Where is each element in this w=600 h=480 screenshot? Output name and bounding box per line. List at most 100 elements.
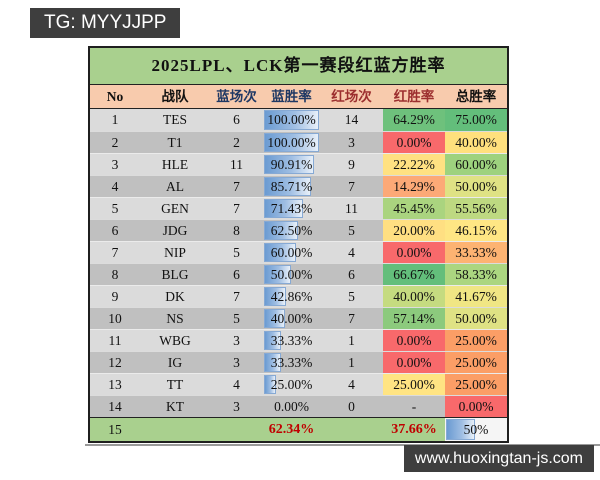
red-winrate-cell: 40.00% [383,286,445,307]
rank-cell: 12 [108,355,122,370]
blue-winrate-bar [264,331,281,350]
team-cell: WBG [159,333,191,348]
column-header: No [106,89,124,104]
rank-cell: 5 [111,201,119,216]
column-header: 蓝场次 [216,89,257,104]
table-row: 12 IG 3 33.33% 1 0.00% 25.00% [90,351,507,373]
total-winrate-cell: 0.00% [445,396,507,417]
blue-games-cell: 4 [233,377,240,392]
blue-winrate-value: 50.00% [270,267,313,282]
blue-games-cell: 11 [230,157,243,172]
table-row: 11 WBG 3 33.33% 1 0.00% 25.00% [90,329,507,351]
red-games-cell: 6 [348,267,355,282]
blue-games-cell: 7 [233,201,240,216]
total-winrate-cell: 60.00% [445,154,507,175]
red-games-cell: 1 [348,333,355,348]
blue-winrate-cell: 0.00% [263,396,320,417]
table-row: 9 DK 7 42.86% 5 40.00% 41.67% [90,285,507,307]
red-winrate-cell: 22.22% [383,154,445,175]
total-winrate-cell: 40.00% [445,132,507,153]
rank-cell: 9 [111,289,119,304]
summary-total-cell: 50% [445,418,507,441]
red-winrate-cell: 20.00% [383,220,445,241]
red-games-cell: 5 [348,223,355,238]
rank-cell: 7 [111,245,119,260]
red-games-cell: 5 [348,289,355,304]
blue-winrate-cell: 100.00% [263,132,320,153]
table-row: 13 TT 4 25.00% 4 25.00% 25.00% [90,373,507,395]
blue-games-cell: 8 [233,223,240,238]
total-winrate-cell: 25.00% [445,330,507,351]
red-winrate-cell: 66.67% [383,264,445,285]
total-winrate-cell: 25.00% [445,352,507,373]
red-winrate-cell: 0.00% [383,242,445,263]
total-winrate-cell: 25.00% [445,374,507,395]
column-header: 战队 [161,89,189,104]
blue-winrate-cell: 33.33% [263,352,320,373]
summary-total-value: 50% [463,422,489,437]
blue-winrate-cell: 33.33% [263,330,320,351]
team-cell: TT [166,377,184,392]
total-winrate-cell: 33.33% [445,242,507,263]
blue-winrate-bar [264,155,314,174]
total-winrate-cell: 41.67% [445,286,507,307]
blue-winrate-cell: 90.91% [263,154,320,175]
blue-games-cell: 3 [233,355,240,370]
blue-winrate-value: 100.00% [267,112,316,127]
blue-games-cell: 3 [233,333,240,348]
red-games-cell: 14 [344,112,359,127]
total-winrate-cell: 50.00% [445,308,507,329]
blue-winrate-bar [264,309,285,328]
team-cell: TES [162,112,187,127]
table-row: 4 AL 7 85.71% 7 14.29% 50.00% [90,175,507,197]
blue-winrate-cell: 25.00% [263,374,320,395]
red-winrate-cell: 0.00% [383,132,445,153]
blue-winrate-value: 71.43% [270,201,313,216]
rank-cell: 11 [108,333,122,348]
table-row: 8 BLG 6 50.00% 6 66.67% 58.33% [90,263,507,285]
team-cell: NIP [164,245,186,260]
blue-winrate-bar [264,265,291,284]
blue-winrate-cell: 50.00% [263,264,320,285]
blue-winrate-value: 100.00% [267,135,316,150]
blue-winrate-value: 33.33% [270,355,313,370]
blue-winrate-bar [264,287,287,306]
blue-games-cell: 2 [233,135,240,150]
rank-cell: 14 [108,399,122,414]
red-games-cell: 4 [348,377,355,392]
table-row: 7 NIP 5 60.00% 4 0.00% 33.33% [90,241,507,263]
rank-cell: 6 [111,223,119,238]
table-row: 1 TES 6 100.00% 14 64.29% 75.00% [90,109,507,131]
bottom-divider [85,444,600,446]
total-winrate-cell: 75.00% [445,109,507,131]
table-row: 10 NS 5 40.00% 7 57.14% 50.00% [90,307,507,329]
rank-cell: 13 [108,377,122,392]
blue-winrate-value: 0.00% [274,399,309,414]
table-row: 5 GEN 7 71.43% 11 45.45% 55.56% [90,197,507,219]
blue-winrate-bar [264,177,311,196]
summary-spacer [210,418,263,441]
telegram-watermark: TG: MYYJJPP [30,8,181,38]
rank-cell: 2 [111,135,119,150]
red-games-cell: 0 [348,399,355,414]
blue-winrate-value: 40.00% [270,311,313,326]
blue-winrate-cell: 71.43% [263,198,320,219]
team-cell: BLG [161,267,189,282]
rank-cell: 3 [111,157,119,172]
red-games-cell: 7 [348,179,355,194]
team-cell: DK [165,289,185,304]
total-winrate-cell: 50.00% [445,176,507,197]
red-winrate-cell: 57.14% [383,308,445,329]
table-row: 3 HLE 11 90.91% 9 22.22% 60.00% [90,153,507,175]
total-winrate-cell: 46.15% [445,220,507,241]
blue-games-cell: 7 [233,289,240,304]
table-row: 14 KT 3 0.00% 0 - 0.00% [90,395,507,417]
team-cell: IG [167,355,183,370]
blue-winrate-bar [264,133,319,152]
column-header: 总胜率 [455,89,497,104]
summary-spacer [320,418,383,441]
summary-red-winrate: 37.66% [391,422,437,437]
red-games-cell: 1 [348,355,355,370]
red-winrate-cell: 64.29% [383,109,445,131]
blue-winrate-bar [264,243,297,262]
